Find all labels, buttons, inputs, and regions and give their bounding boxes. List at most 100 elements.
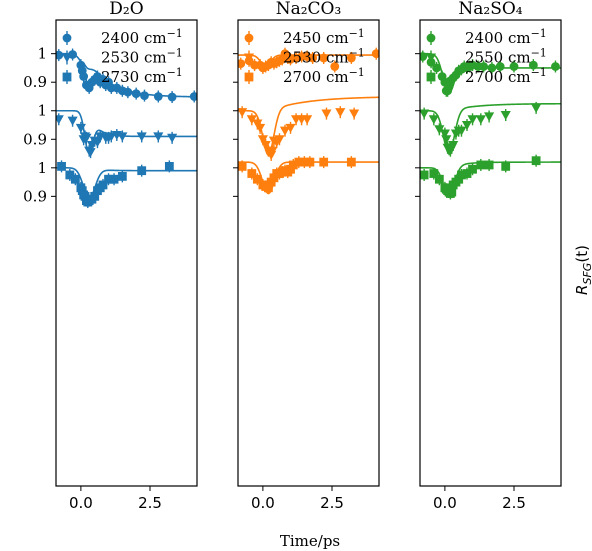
data-point: [98, 180, 108, 190]
legend-label: 2700 cm−1: [283, 66, 365, 86]
data-point: [456, 126, 467, 136]
data-point: [439, 129, 450, 139]
panel-data: [56, 48, 197, 209]
legend-label-main: 2530 cm: [283, 49, 349, 67]
data-point: [335, 108, 346, 118]
data-point: [104, 174, 113, 184]
data-point: [81, 133, 92, 143]
legend-marker: [426, 33, 436, 43]
data-point: [495, 62, 505, 71]
panel-frame: [237, 19, 380, 487]
series-square: [56, 160, 197, 209]
legend-marker: [425, 53, 437, 63]
legend-label-main: 2700 cm: [283, 68, 349, 86]
x-tick-label: 0.0: [433, 494, 457, 512]
data-point: [285, 123, 296, 133]
data-point: [475, 115, 486, 125]
series-circle: [56, 48, 197, 104]
data-point: [167, 92, 177, 102]
series-triangle-down: [420, 101, 561, 157]
data-point: [279, 126, 291, 136]
data-point: [420, 170, 429, 180]
legend-label-sup: −1: [531, 27, 547, 40]
data-point: [238, 161, 247, 171]
data-point: [238, 59, 246, 69]
panel-frame: [419, 19, 562, 487]
legend-marker: [62, 33, 72, 43]
legend-marker: [243, 53, 255, 63]
data-point: [117, 132, 128, 142]
y-axis-label-sub: SFG: [581, 263, 592, 285]
data-point: [346, 157, 356, 167]
data-point: [294, 157, 304, 167]
legend-label: 2530 cm−1: [283, 47, 365, 67]
legend-label-sup: −1: [167, 47, 183, 60]
data-point: [257, 135, 268, 145]
data-point: [321, 109, 332, 119]
data-point: [90, 191, 100, 201]
data-point: [136, 132, 147, 142]
series-circle: [420, 50, 561, 97]
legend-label-main: 2400 cm: [101, 29, 167, 47]
panel-title: Na₂CO₃: [276, 0, 342, 19]
data-point: [140, 91, 149, 101]
data-point: [302, 115, 313, 125]
data-point: [346, 53, 356, 63]
data-point: [267, 146, 278, 156]
data-point: [246, 115, 257, 125]
data-point: [501, 161, 511, 171]
legend-marker: [61, 53, 73, 63]
data-point: [429, 169, 439, 178]
data-point: [67, 116, 78, 126]
series-triangle-down: [56, 109, 197, 159]
legend-label: 2730 cm−1: [101, 66, 183, 86]
data-point: [65, 170, 75, 180]
data-point: [164, 161, 174, 171]
data-point: [551, 62, 560, 71]
legend-marker: [244, 33, 254, 43]
y-axis-label-tail: (t): [573, 245, 591, 263]
panel-data: [238, 47, 379, 195]
data-point: [479, 62, 488, 71]
data-point: [70, 174, 80, 184]
y-axis-label-text: RSFG(t): [573, 245, 592, 295]
data-point: [484, 160, 494, 170]
panel-frame: [55, 19, 198, 487]
data-point: [462, 169, 472, 178]
data-point: [476, 160, 486, 170]
legend-label-sup: −1: [167, 66, 183, 79]
data-point: [441, 135, 452, 145]
x-tick-label: 2.5: [320, 494, 344, 512]
data-point: [56, 115, 64, 125]
legend-label-sup: −1: [349, 27, 365, 40]
legend-label-main: 2730 cm: [101, 68, 167, 86]
legend-marker: [426, 72, 436, 82]
x-tick-label: 0.0: [69, 494, 93, 512]
legend-label-sup: −1: [349, 66, 365, 79]
data-point: [319, 157, 329, 167]
legend-label: 2400 cm−1: [101, 27, 183, 47]
data-point: [288, 160, 298, 170]
legend-label: 2530 cm−1: [101, 47, 183, 67]
x-tick-label: 2.5: [138, 494, 162, 512]
y-tick-label: 0.9: [23, 187, 47, 205]
legend-label-sup: −1: [531, 47, 547, 60]
legend-marker: [244, 72, 254, 82]
data-point: [308, 53, 318, 63]
data-point: [274, 135, 285, 145]
data-point: [123, 87, 133, 97]
data-point: [531, 156, 541, 166]
data-point: [305, 157, 315, 167]
data-point: [467, 115, 478, 125]
x-tick-label: 0.0: [251, 494, 275, 512]
data-point: [434, 125, 445, 135]
data-point: [447, 187, 457, 197]
data-point: [487, 63, 497, 73]
y-tick-label: 1: [37, 45, 47, 63]
series-circle: [238, 47, 379, 74]
